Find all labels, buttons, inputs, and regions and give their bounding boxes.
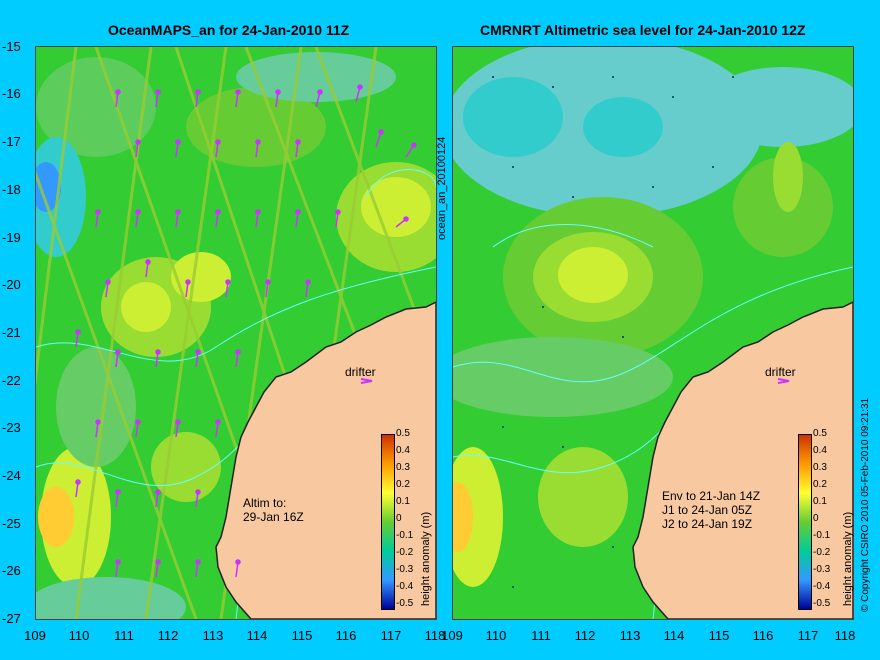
y-tick-label: -17 <box>2 134 21 149</box>
x-tick-label: 116 <box>335 628 357 643</box>
colorbar-tick: 0.2 <box>396 479 410 490</box>
drifter-arrows <box>75 84 417 578</box>
x-tick-label: 114 <box>663 628 685 643</box>
right-drifter-label: drifter <box>765 365 796 379</box>
colorbar-title: height anomaly (m) <box>420 511 432 606</box>
left-drifter-label: drifter <box>345 365 376 379</box>
right-env-note: Env to 21-Jan 14Z J1 to 24-Jan 05Z J2 to… <box>662 489 761 531</box>
colorbar-tick: 0 <box>813 513 819 524</box>
y-tick-label: -27 <box>2 611 21 626</box>
colorbar-tick: 0.5 <box>396 428 410 439</box>
colorbar-tick: 0.5 <box>813 428 827 439</box>
y-tick-label: -19 <box>2 230 21 245</box>
x-tick-label: 114 <box>246 628 268 643</box>
copyright-label: © Copyright CSIRO 2010 05-Feb-2010 09:21… <box>860 397 871 612</box>
colorbar-tick: -0.2 <box>813 547 831 558</box>
y-tick-label: -26 <box>2 563 21 578</box>
x-tick-label: 112 <box>157 628 179 643</box>
colorbar-tick: -0.5 <box>813 598 831 609</box>
x-tick-label: 110 <box>485 628 507 643</box>
x-tick-label: 116 <box>752 628 774 643</box>
observation-dots <box>492 76 734 588</box>
y-tick-label: -25 <box>2 516 21 531</box>
left-map-title: OceanMAPS_an for 24-Jan-2010 11Z <box>108 22 350 38</box>
colorbar-tick: 0.2 <box>813 479 827 490</box>
y-tick-label: -23 <box>2 420 21 435</box>
drifter-legend-arrow <box>777 378 790 384</box>
y-tick-label: -22 <box>2 373 21 388</box>
x-tick-label: 111 <box>531 628 551 643</box>
colorbar-tick: -0.3 <box>396 564 414 575</box>
left-map-panel <box>35 46 437 620</box>
y-tick-label: -15 <box>2 39 21 54</box>
colorbar-tick: 0.3 <box>813 462 827 473</box>
x-tick-label: 118 <box>424 628 446 643</box>
x-tick-label: 109 <box>24 628 46 643</box>
left-map-svg <box>36 47 436 619</box>
y-tick-label: -20 <box>2 277 21 292</box>
drifter-legend-arrow <box>360 378 373 384</box>
colorbar-tick: 0.1 <box>813 496 827 507</box>
x-tick-label: 110 <box>68 628 90 643</box>
colorbar-tick: -0.2 <box>396 547 414 558</box>
colorbar-tick: -0.1 <box>813 530 831 541</box>
x-tick-label: 113 <box>202 628 224 643</box>
colorbar-tick: -0.4 <box>813 581 831 592</box>
colorbar-gradient <box>798 434 812 610</box>
x-tick-label: 109 <box>441 628 463 643</box>
colorbar-tick: 0.4 <box>396 445 410 456</box>
colorbar-tick: 0 <box>396 513 402 524</box>
y-tick-label: -16 <box>2 86 21 101</box>
colorbar-tick: 0.1 <box>396 496 410 507</box>
colorbar-tick: -0.3 <box>813 564 831 575</box>
colorbar-tick: 0.4 <box>813 445 827 456</box>
y-tick-label: -24 <box>2 468 21 483</box>
colorbar-title: height anomaly (m) <box>842 511 854 606</box>
left-altim-note: Altim to: 29-Jan 16Z <box>243 496 304 524</box>
x-tick-label: 112 <box>574 628 596 643</box>
colorbar-gradient <box>381 434 395 610</box>
x-tick-label: 118 <box>834 628 856 643</box>
x-tick-label: 115 <box>708 628 730 643</box>
x-tick-label: 111 <box>114 628 134 643</box>
x-tick-label: 113 <box>619 628 641 643</box>
right-map-panel <box>452 46 854 620</box>
right-map-svg <box>453 47 853 619</box>
x-tick-label: 115 <box>291 628 313 643</box>
right-map-title: CMRNRT Altimetric sea level for 24-Jan-2… <box>480 22 806 38</box>
colorbar-tick: -0.5 <box>396 598 414 609</box>
y-tick-label: -21 <box>2 325 21 340</box>
x-tick-label: 117 <box>797 628 819 643</box>
y-tick-label: -18 <box>2 182 21 197</box>
colorbar-tick: 0.3 <box>396 462 410 473</box>
colorbar-tick: -0.1 <box>396 530 414 541</box>
x-tick-label: 117 <box>380 628 402 643</box>
colorbar-tick: -0.4 <box>396 581 414 592</box>
side-file-label: ocean_an_20100124 <box>436 136 448 240</box>
